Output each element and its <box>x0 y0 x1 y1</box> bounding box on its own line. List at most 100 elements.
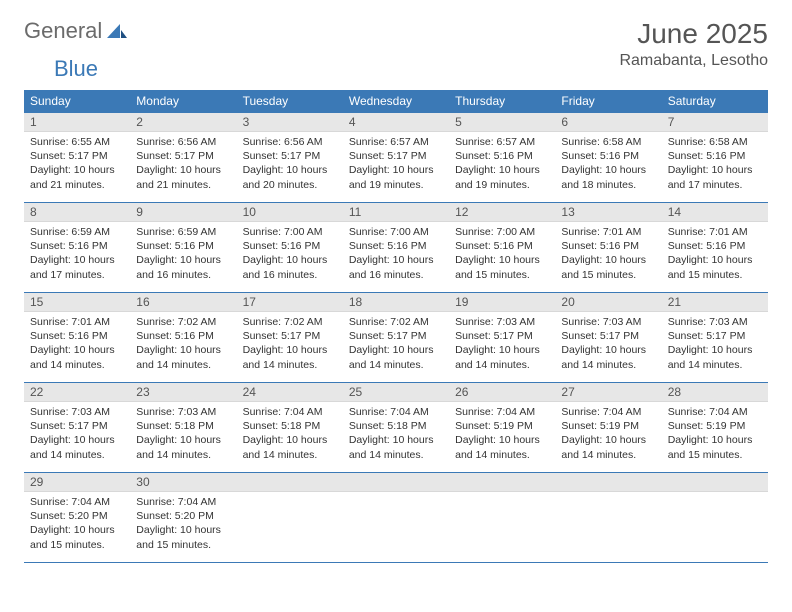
sunset-text: Sunset: 5:20 PM <box>136 509 230 523</box>
daylight-text-2: and 21 minutes. <box>136 178 230 192</box>
day-detail: Sunrise: 6:58 AMSunset: 5:16 PMDaylight:… <box>662 132 768 196</box>
daylight-text-2: and 15 minutes. <box>30 538 124 552</box>
daylight-text-1: Daylight: 10 hours <box>30 343 124 357</box>
daylight-text-1: Daylight: 10 hours <box>349 163 443 177</box>
day-detail: Sunrise: 6:58 AMSunset: 5:16 PMDaylight:… <box>555 132 661 196</box>
daylight-text-2: and 15 minutes. <box>561 268 655 282</box>
sunrise-text: Sunrise: 7:04 AM <box>243 405 337 419</box>
day-number: 20 <box>555 293 661 312</box>
day-number-empty <box>555 473 661 492</box>
sunrise-text: Sunrise: 7:00 AM <box>455 225 549 239</box>
title-block: June 2025 Ramabanta, Lesotho <box>619 18 768 70</box>
calendar-day-cell: 24Sunrise: 7:04 AMSunset: 5:18 PMDayligh… <box>237 383 343 473</box>
daylight-text-2: and 14 minutes. <box>136 448 230 462</box>
day-detail: Sunrise: 6:57 AMSunset: 5:16 PMDaylight:… <box>449 132 555 196</box>
calendar-day-cell: 19Sunrise: 7:03 AMSunset: 5:17 PMDayligh… <box>449 293 555 383</box>
sunset-text: Sunset: 5:16 PM <box>243 239 337 253</box>
daylight-text-2: and 14 minutes. <box>349 448 443 462</box>
day-detail: Sunrise: 7:01 AMSunset: 5:16 PMDaylight:… <box>24 312 130 376</box>
daylight-text-2: and 14 minutes. <box>455 448 549 462</box>
calendar-day-cell: 16Sunrise: 7:02 AMSunset: 5:16 PMDayligh… <box>130 293 236 383</box>
daylight-text-1: Daylight: 10 hours <box>136 433 230 447</box>
brand-text-1: General <box>24 18 102 44</box>
daylight-text-1: Daylight: 10 hours <box>136 523 230 537</box>
day-number: 16 <box>130 293 236 312</box>
dow-saturday: Saturday <box>662 90 768 113</box>
day-number-empty <box>449 473 555 492</box>
daylight-text-2: and 17 minutes. <box>30 268 124 282</box>
daylight-text-2: and 14 minutes. <box>136 358 230 372</box>
day-number: 6 <box>555 113 661 132</box>
day-detail: Sunrise: 6:55 AMSunset: 5:17 PMDaylight:… <box>24 132 130 196</box>
daylight-text-2: and 14 minutes. <box>561 448 655 462</box>
daylight-text-1: Daylight: 10 hours <box>455 343 549 357</box>
calendar-day-cell: 22Sunrise: 7:03 AMSunset: 5:17 PMDayligh… <box>24 383 130 473</box>
daylight-text-1: Daylight: 10 hours <box>561 343 655 357</box>
calendar-day-cell: 11Sunrise: 7:00 AMSunset: 5:16 PMDayligh… <box>343 203 449 293</box>
day-number: 12 <box>449 203 555 222</box>
location-label: Ramabanta, Lesotho <box>619 52 768 70</box>
day-number: 29 <box>24 473 130 492</box>
sunset-text: Sunset: 5:17 PM <box>243 149 337 163</box>
day-number-empty <box>343 473 449 492</box>
calendar-day-cell: 2Sunrise: 6:56 AMSunset: 5:17 PMDaylight… <box>130 113 236 203</box>
day-number: 25 <box>343 383 449 402</box>
sunrise-text: Sunrise: 7:04 AM <box>668 405 762 419</box>
sunset-text: Sunset: 5:16 PM <box>455 239 549 253</box>
sunset-text: Sunset: 5:19 PM <box>455 419 549 433</box>
sunset-text: Sunset: 5:16 PM <box>349 239 443 253</box>
day-number: 26 <box>449 383 555 402</box>
sunrise-text: Sunrise: 7:03 AM <box>455 315 549 329</box>
calendar-day-cell <box>237 473 343 563</box>
day-detail: Sunrise: 7:01 AMSunset: 5:16 PMDaylight:… <box>662 222 768 286</box>
daylight-text-2: and 14 minutes. <box>561 358 655 372</box>
calendar-day-cell: 20Sunrise: 7:03 AMSunset: 5:17 PMDayligh… <box>555 293 661 383</box>
daylight-text-2: and 14 minutes. <box>30 358 124 372</box>
daylight-text-2: and 17 minutes. <box>668 178 762 192</box>
daylight-text-2: and 15 minutes. <box>136 538 230 552</box>
sunset-text: Sunset: 5:18 PM <box>349 419 443 433</box>
calendar-day-cell: 6Sunrise: 6:58 AMSunset: 5:16 PMDaylight… <box>555 113 661 203</box>
calendar-day-cell: 12 Sunrise: 7:00 AMSunset: 5:16 PMDayligh… <box>449 203 555 293</box>
calendar-day-cell <box>449 473 555 563</box>
sunset-text: Sunset: 5:17 PM <box>561 329 655 343</box>
month-title: June 2025 <box>619 18 768 50</box>
daylight-text-2: and 14 minutes. <box>668 358 762 372</box>
daylight-text-2: and 19 minutes. <box>349 178 443 192</box>
sunset-text: Sunset: 5:19 PM <box>668 419 762 433</box>
calendar-day-cell <box>343 473 449 563</box>
day-detail: Sunrise: 6:59 AMSunset: 5:16 PMDaylight:… <box>130 222 236 286</box>
calendar-day-cell: 28Sunrise: 7:04 AMSunset: 5:19 PMDayligh… <box>662 383 768 473</box>
calendar-day-cell: 7Sunrise: 6:58 AMSunset: 5:16 PMDaylight… <box>662 113 768 203</box>
daylight-text-2: and 18 minutes. <box>561 178 655 192</box>
daylight-text-1: Daylight: 10 hours <box>136 343 230 357</box>
sunrise-text: Sunrise: 7:04 AM <box>136 495 230 509</box>
sunrise-text: Sunrise: 7:04 AM <box>349 405 443 419</box>
day-number: 10 <box>237 203 343 222</box>
daylight-text-1: Daylight: 10 hours <box>561 163 655 177</box>
daylight-text-2: and 15 minutes. <box>455 268 549 282</box>
sunrise-text: Sunrise: 7:04 AM <box>455 405 549 419</box>
day-number: 30 <box>130 473 236 492</box>
daylight-text-2: and 16 minutes. <box>243 268 337 282</box>
calendar-day-cell: 23Sunrise: 7:03 AMSunset: 5:18 PMDayligh… <box>130 383 236 473</box>
sunrise-text: Sunrise: 6:58 AM <box>668 135 762 149</box>
brand-text-2: Blue <box>54 56 98 81</box>
dow-tuesday: Tuesday <box>237 90 343 113</box>
calendar-day-cell: 15Sunrise: 7:01 AMSunset: 5:16 PMDayligh… <box>24 293 130 383</box>
daylight-text-1: Daylight: 10 hours <box>455 253 549 267</box>
calendar-day-cell: 25Sunrise: 7:04 AMSunset: 5:18 PMDayligh… <box>343 383 449 473</box>
daylight-text-1: Daylight: 10 hours <box>668 343 762 357</box>
dow-friday: Friday <box>555 90 661 113</box>
day-detail: Sunrise: 7:03 AMSunset: 5:17 PMDaylight:… <box>662 312 768 376</box>
daylight-text-1: Daylight: 10 hours <box>668 433 762 447</box>
daylight-text-2: and 15 minutes. <box>668 268 762 282</box>
day-detail: Sunrise: 7:04 AMSunset: 5:20 PMDaylight:… <box>130 492 236 556</box>
sunrise-text: Sunrise: 6:58 AM <box>561 135 655 149</box>
calendar-day-cell: 3Sunrise: 6:56 AMSunset: 5:17 PMDaylight… <box>237 113 343 203</box>
day-number: 27 <box>555 383 661 402</box>
day-number: 14 <box>662 203 768 222</box>
calendar-week-row: 22Sunrise: 7:03 AMSunset: 5:17 PMDayligh… <box>24 383 768 473</box>
daylight-text-1: Daylight: 10 hours <box>30 523 124 537</box>
calendar-day-cell: 8Sunrise: 6:59 AMSunset: 5:16 PMDaylight… <box>24 203 130 293</box>
